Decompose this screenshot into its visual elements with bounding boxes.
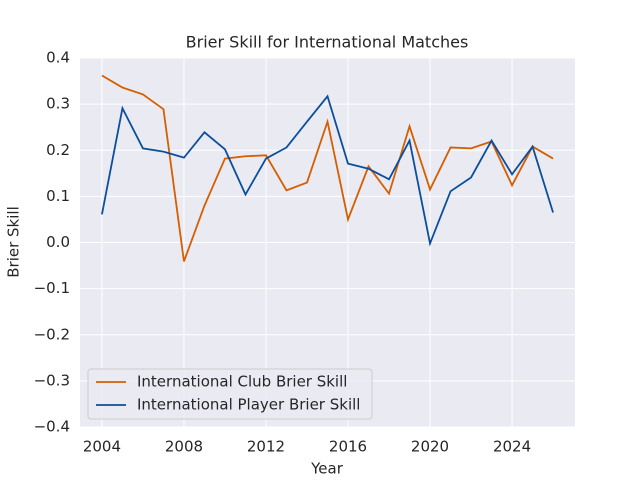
y-tick-label: 0.2 xyxy=(46,141,70,159)
x-tick-label: 2024 xyxy=(493,438,531,456)
series-line xyxy=(101,74,554,262)
x-axis-label: Year xyxy=(310,460,344,478)
legend-label: International Club Brier Skill xyxy=(137,373,347,391)
x-tick-label: 2020 xyxy=(411,438,449,456)
series-line xyxy=(101,94,554,247)
y-tick-label: 0.0 xyxy=(46,233,70,251)
x-tick-label: 2012 xyxy=(247,438,285,456)
y-tick-label: 0.4 xyxy=(46,49,70,67)
chart-title: Brier Skill for International Matches xyxy=(186,33,469,52)
y-tick-label: −0.2 xyxy=(34,325,70,343)
y-tick-label: −0.1 xyxy=(34,279,70,297)
legend-box xyxy=(87,368,373,420)
x-tick-label: 2004 xyxy=(83,438,121,456)
y-axis-label: Brier Skill xyxy=(5,206,23,278)
legend-label: International Player Brier Skill xyxy=(137,396,360,414)
y-tick-label: −0.3 xyxy=(34,371,70,389)
y-tick-label: −0.4 xyxy=(34,418,70,436)
y-tick-label: 0.1 xyxy=(46,187,70,205)
x-tick-label: 2016 xyxy=(329,438,367,456)
y-tick-label: 0.3 xyxy=(46,95,70,113)
x-tick-label: 2008 xyxy=(165,438,203,456)
